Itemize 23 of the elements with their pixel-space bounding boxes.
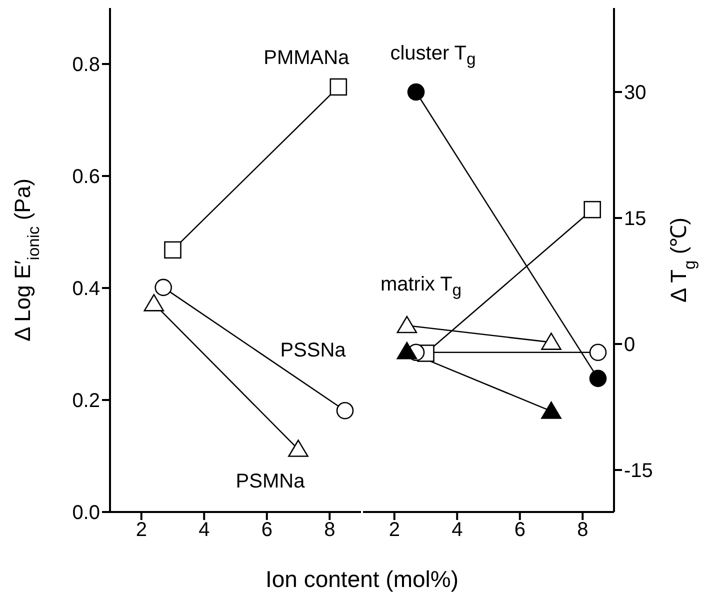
annotation: cluster T$_{g}$ <box>390 42 476 69</box>
y-tick-label: 0.2 <box>72 390 100 412</box>
x-tick-label: 8 <box>324 519 336 542</box>
annotation: matrix T$_{g}$ <box>380 274 462 300</box>
y-tick-label: 0.8 <box>72 54 100 76</box>
series-label: PSSNa <box>280 340 347 362</box>
x-axis-title: Ion content (mol%) <box>264 566 460 593</box>
series-label: PMMANa <box>264 46 350 69</box>
x-tick-label: 8 <box>577 519 588 542</box>
x-tick-label: 2 <box>388 519 400 542</box>
x-tick-label: 6 <box>261 519 272 542</box>
y2-tick-label: 0 <box>624 334 636 356</box>
x-tick-label: 2 <box>136 519 147 542</box>
x-tick-label: 4 <box>198 519 210 542</box>
y2-tick-label: 30 <box>624 82 646 104</box>
y-tick-label: 0.6 <box>72 166 100 188</box>
x-tick-label: 6 <box>514 519 526 542</box>
x-tick-label: 4 <box>452 519 463 542</box>
y2-tick-label: 15 <box>624 208 646 230</box>
y-tick-label: 0.0 <box>72 502 100 524</box>
y-tick-label: 0.4 <box>72 278 100 300</box>
series-label: PSMNa <box>236 470 306 492</box>
y2-tick-label: -15 <box>624 460 653 482</box>
